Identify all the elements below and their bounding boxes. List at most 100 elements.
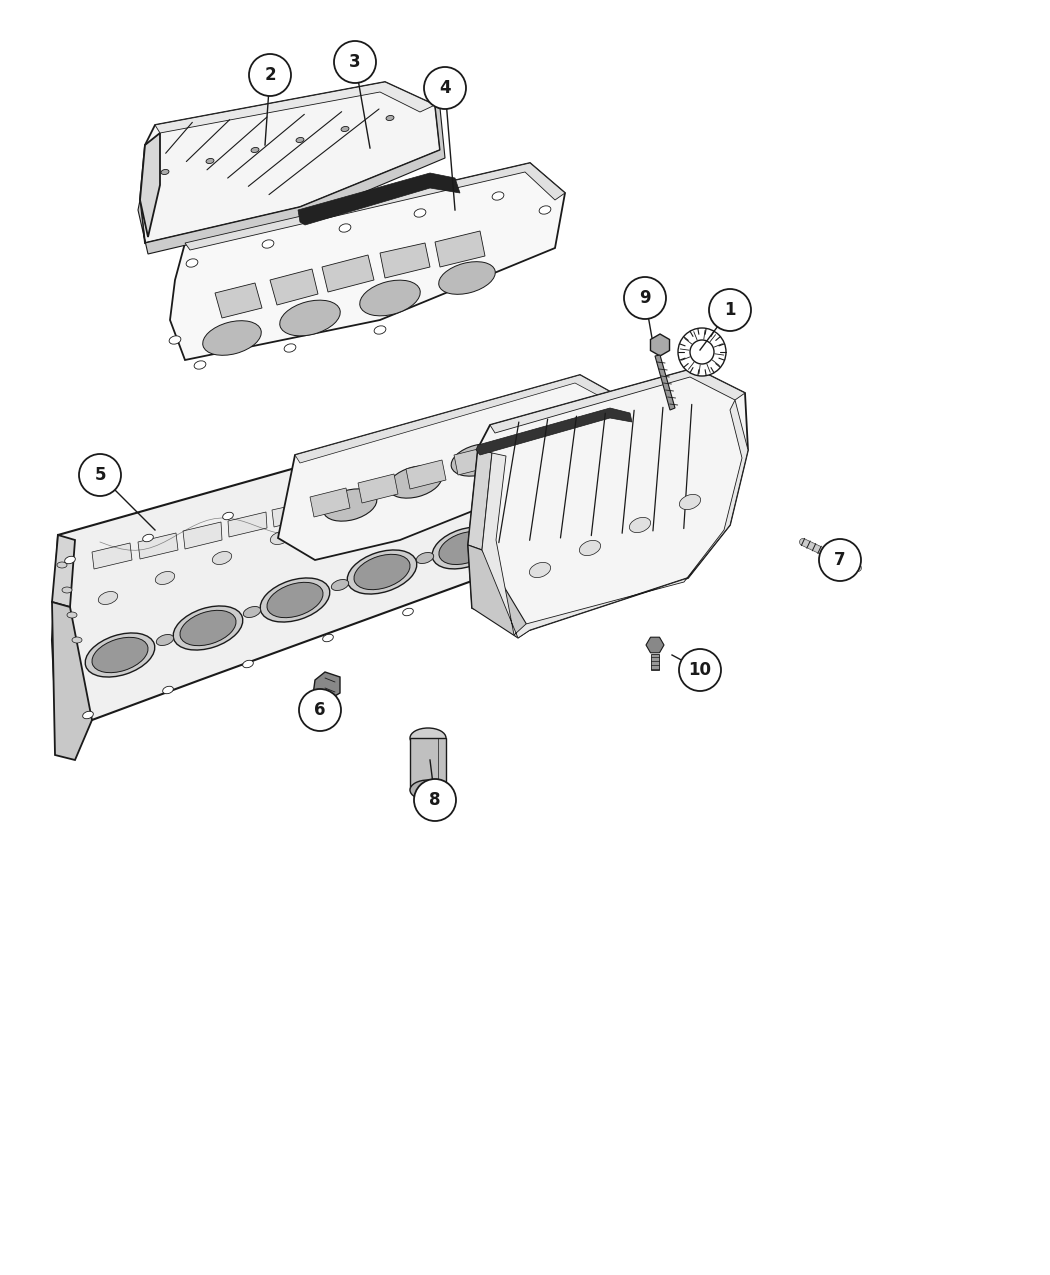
Ellipse shape (323, 488, 377, 521)
Text: 6: 6 (314, 701, 326, 719)
Text: 10: 10 (689, 660, 712, 680)
Text: 1: 1 (724, 301, 736, 319)
Polygon shape (482, 400, 748, 638)
Ellipse shape (410, 780, 446, 799)
Ellipse shape (483, 583, 493, 590)
Polygon shape (270, 269, 318, 305)
Ellipse shape (529, 562, 550, 578)
Circle shape (249, 54, 291, 96)
Ellipse shape (439, 261, 496, 295)
Ellipse shape (360, 280, 420, 316)
Ellipse shape (99, 592, 118, 604)
Ellipse shape (299, 491, 311, 497)
Circle shape (819, 539, 861, 581)
Ellipse shape (285, 344, 296, 352)
Ellipse shape (260, 578, 330, 622)
Polygon shape (406, 460, 446, 490)
Polygon shape (155, 82, 435, 133)
Polygon shape (316, 491, 353, 516)
Ellipse shape (270, 532, 290, 544)
Ellipse shape (388, 465, 442, 499)
Ellipse shape (433, 527, 498, 569)
Polygon shape (298, 173, 460, 224)
Ellipse shape (492, 191, 504, 200)
Ellipse shape (206, 158, 214, 163)
Ellipse shape (339, 224, 351, 232)
Circle shape (334, 41, 376, 83)
Ellipse shape (679, 495, 700, 510)
Polygon shape (183, 521, 222, 550)
Ellipse shape (410, 728, 446, 748)
Polygon shape (52, 602, 92, 760)
Ellipse shape (143, 534, 153, 542)
Text: 2: 2 (265, 66, 276, 84)
Ellipse shape (67, 612, 77, 618)
Polygon shape (140, 133, 160, 237)
Text: 9: 9 (639, 289, 651, 307)
Ellipse shape (155, 571, 174, 584)
Polygon shape (476, 408, 632, 455)
Polygon shape (448, 460, 485, 484)
Ellipse shape (328, 511, 347, 524)
Polygon shape (52, 536, 75, 607)
Ellipse shape (223, 513, 233, 520)
Ellipse shape (85, 632, 154, 677)
Polygon shape (490, 368, 746, 434)
Ellipse shape (348, 550, 417, 594)
Polygon shape (360, 481, 397, 506)
Polygon shape (228, 513, 267, 537)
Polygon shape (52, 413, 570, 720)
Polygon shape (380, 244, 430, 278)
Ellipse shape (458, 448, 468, 455)
Ellipse shape (156, 635, 173, 645)
Ellipse shape (173, 606, 243, 650)
Polygon shape (310, 488, 350, 516)
Ellipse shape (262, 240, 274, 249)
Text: 7: 7 (834, 551, 846, 569)
Ellipse shape (244, 607, 260, 617)
Ellipse shape (92, 638, 148, 673)
Circle shape (79, 454, 121, 496)
Ellipse shape (212, 552, 232, 565)
Ellipse shape (163, 686, 173, 694)
Ellipse shape (439, 532, 491, 565)
Polygon shape (502, 432, 542, 462)
Polygon shape (185, 163, 565, 250)
Ellipse shape (332, 580, 349, 590)
Polygon shape (92, 543, 132, 569)
Circle shape (624, 277, 666, 319)
Ellipse shape (442, 472, 462, 484)
Polygon shape (468, 448, 492, 550)
Polygon shape (140, 82, 440, 244)
Circle shape (414, 779, 456, 821)
Text: 4: 4 (439, 79, 450, 97)
Polygon shape (138, 105, 445, 254)
Ellipse shape (83, 711, 93, 719)
Polygon shape (650, 334, 670, 356)
Text: 8: 8 (429, 790, 441, 810)
Ellipse shape (452, 444, 505, 476)
Polygon shape (404, 470, 441, 495)
Ellipse shape (161, 170, 169, 175)
Ellipse shape (341, 126, 349, 131)
Polygon shape (358, 474, 398, 504)
Polygon shape (468, 544, 530, 638)
Polygon shape (278, 375, 625, 560)
Ellipse shape (416, 552, 434, 564)
Ellipse shape (374, 326, 386, 334)
Polygon shape (215, 283, 262, 317)
Ellipse shape (243, 660, 253, 668)
Polygon shape (295, 375, 625, 463)
Ellipse shape (354, 555, 410, 589)
Polygon shape (468, 368, 748, 630)
Ellipse shape (580, 541, 601, 556)
Circle shape (299, 688, 341, 731)
Ellipse shape (296, 138, 303, 143)
Ellipse shape (72, 638, 82, 643)
Ellipse shape (384, 491, 403, 505)
Ellipse shape (186, 259, 197, 268)
Ellipse shape (279, 300, 340, 335)
Text: 3: 3 (350, 54, 361, 71)
Ellipse shape (65, 556, 76, 564)
Ellipse shape (386, 116, 394, 121)
